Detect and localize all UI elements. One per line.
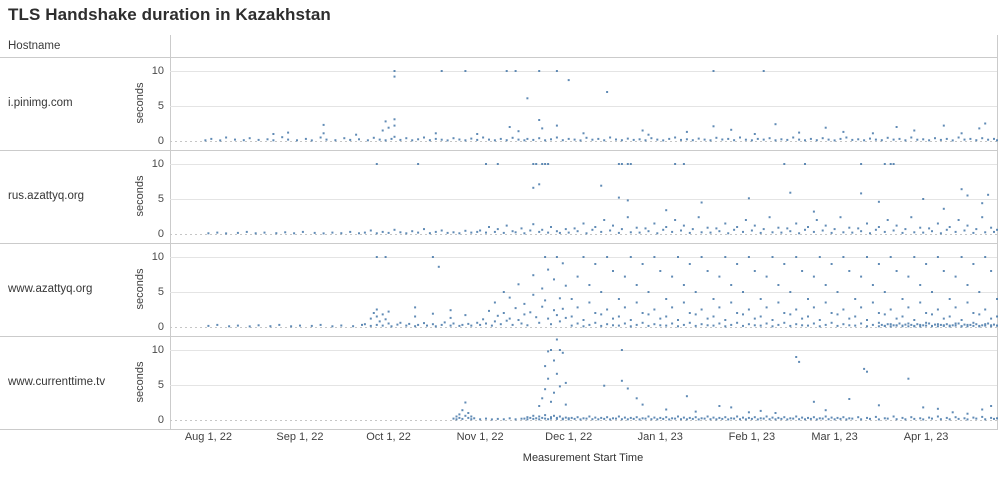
x-axis-title: Measurement Start Time [522,452,644,464]
y-tick-label: 0 [157,321,164,333]
x-tick-label: Mar 1, 23 [811,431,858,443]
scatter-points-group [204,70,998,142]
scatter-points-group [207,256,998,328]
chart-title: TLS Handshake duration in Kazakhstan [8,5,331,24]
y-tick-label: 5 [157,379,164,391]
x-tick-label: Aug 1, 22 [184,431,232,443]
y-tick-label: 0 [157,135,164,147]
y-tick-label: 5 [157,100,164,112]
y-tick-label: 0 [157,228,164,240]
y-tick-label: 10 [151,251,164,263]
y-tick-label: 5 [157,193,164,205]
y-tick-label: 10 [151,158,164,170]
y-tick-label: 5 [157,286,164,298]
hostname-column-header: Hostname [8,40,61,52]
x-tick-label: Apr 1, 23 [903,431,949,443]
row-label-hostname: rus.azattyq.org [8,190,85,202]
row-label-hostname: www.currenttime.tv [8,376,106,388]
scatter-points-group [452,338,998,421]
row-label-hostname: i.pinimg.com [8,97,73,109]
x-tick-label: Nov 1, 22 [456,431,504,443]
y-tick-label: 10 [151,65,164,77]
y-tick-label: 10 [151,344,164,356]
row-label-hostname: www.azattyq.org [8,283,93,295]
x-tick-label: Feb 1, 23 [728,431,776,443]
x-tick-label: Sep 1, 22 [276,431,324,443]
x-tick-label: Jan 1, 23 [637,431,683,443]
x-tick-label: Oct 1, 22 [366,431,411,443]
x-tick-label: Dec 1, 22 [545,431,593,443]
scatter-points-group [207,163,998,235]
y-tick-label: 0 [157,414,164,426]
